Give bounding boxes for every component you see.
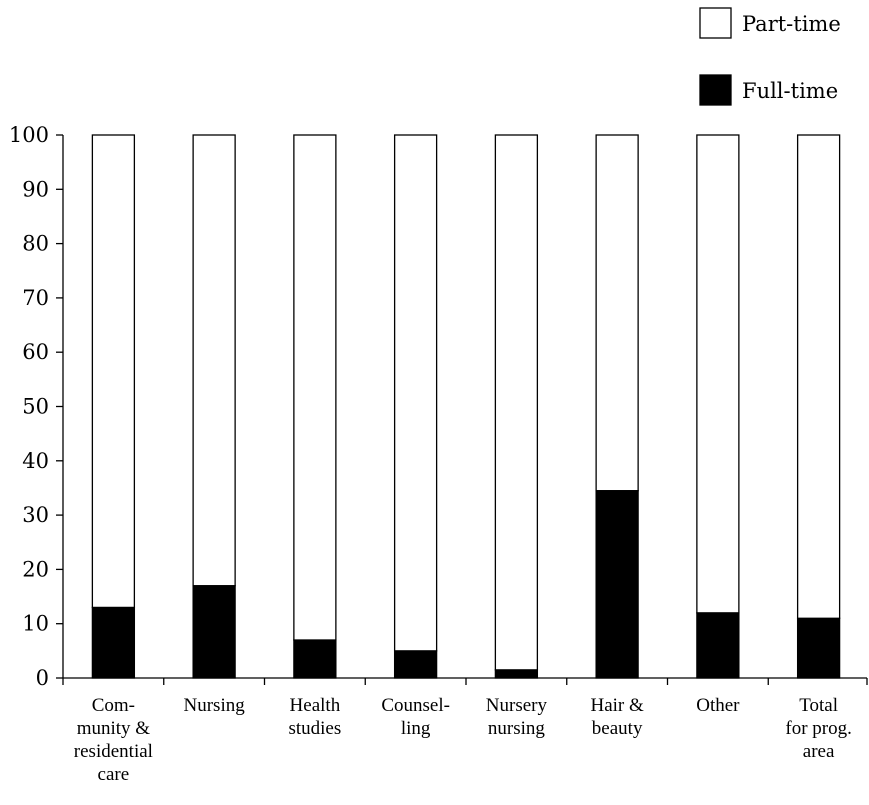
x-category-label: Nursery nursing xyxy=(486,695,548,739)
legend-swatch-part-time xyxy=(699,7,732,39)
y-tick-label: 60 xyxy=(22,340,49,364)
y-tick-label: 20 xyxy=(22,557,49,581)
bar-full-time-6 xyxy=(696,612,740,679)
x-category-label-line: residential xyxy=(74,741,153,762)
y-axis: 0 10 20 30 40 50 60 70 80 90 100 xyxy=(9,123,64,690)
bar-part-time-6 xyxy=(696,134,740,614)
x-category-label-line: munity & xyxy=(77,718,151,739)
legend-label-full-time: Full-time xyxy=(742,79,838,103)
y-tick-label: 100 xyxy=(9,123,49,147)
x-category-label-line: Total xyxy=(799,695,838,716)
bar-part-time-2 xyxy=(293,134,337,641)
y-tick-label: 40 xyxy=(22,449,49,473)
x-category-label-line: care xyxy=(98,764,130,785)
y-tick-label: 80 xyxy=(22,232,49,256)
bar-full-time-3 xyxy=(393,650,438,679)
x-category-label: Nursing xyxy=(184,695,246,716)
x-category-label-line: ling xyxy=(401,718,431,739)
x-category-label: Total for prog. area xyxy=(785,695,851,762)
bar-full-time-5 xyxy=(595,490,639,679)
legend-label-part-time: Part-time xyxy=(742,12,841,36)
bar-part-time-3 xyxy=(393,134,438,652)
bar-part-time-1 xyxy=(192,134,236,587)
x-category-label-line: Com- xyxy=(92,695,135,716)
x-category-label-line: Hair & xyxy=(590,695,644,716)
x-axis: Com-munity & residential care Nursing Health… xyxy=(62,677,868,785)
x-category-label-line: beauty xyxy=(592,718,643,739)
bar-part-time-7 xyxy=(796,134,841,619)
legend-swatch-full-time xyxy=(699,74,732,106)
x-category-label-line: area xyxy=(803,741,835,762)
x-category-label: Other xyxy=(696,695,740,716)
bar-full-time-7 xyxy=(796,617,841,679)
bars xyxy=(91,134,841,679)
x-category-label-line: nursing xyxy=(488,718,546,739)
x-category-label: Hair & beauty xyxy=(590,695,644,739)
x-category-label-line: Other xyxy=(696,695,740,716)
y-tick-label: 50 xyxy=(22,395,49,419)
y-tick-label: 30 xyxy=(22,503,49,527)
y-tick-label: 70 xyxy=(22,286,49,310)
bar-part-time-4 xyxy=(494,134,539,671)
x-category-label: Health studies xyxy=(288,695,341,739)
x-category-label-line: Counsel- xyxy=(381,695,450,716)
x-category-label-line: Nursery xyxy=(486,695,548,716)
x-category-label-line: Nursing xyxy=(184,695,246,716)
x-category-label-line: for prog. xyxy=(785,718,851,739)
bar-part-time-0 xyxy=(91,134,136,609)
bar-part-time-5 xyxy=(595,134,639,492)
bar-full-time-1 xyxy=(192,585,236,679)
bar-full-time-4 xyxy=(494,669,539,679)
x-category-label-line: studies xyxy=(288,718,341,739)
x-category-label-line: Health xyxy=(290,695,341,716)
y-tick-label: 0 xyxy=(36,666,49,690)
bar-full-time-0 xyxy=(91,606,136,679)
bar-full-time-2 xyxy=(293,639,337,679)
y-tick-label: 10 xyxy=(22,612,49,636)
x-category-label: Counsel-ling xyxy=(381,695,450,739)
x-category-label: Com-munity & residential care xyxy=(74,695,153,785)
y-tick-label: 90 xyxy=(22,177,49,201)
legend: Part-time Full-time xyxy=(699,7,841,106)
